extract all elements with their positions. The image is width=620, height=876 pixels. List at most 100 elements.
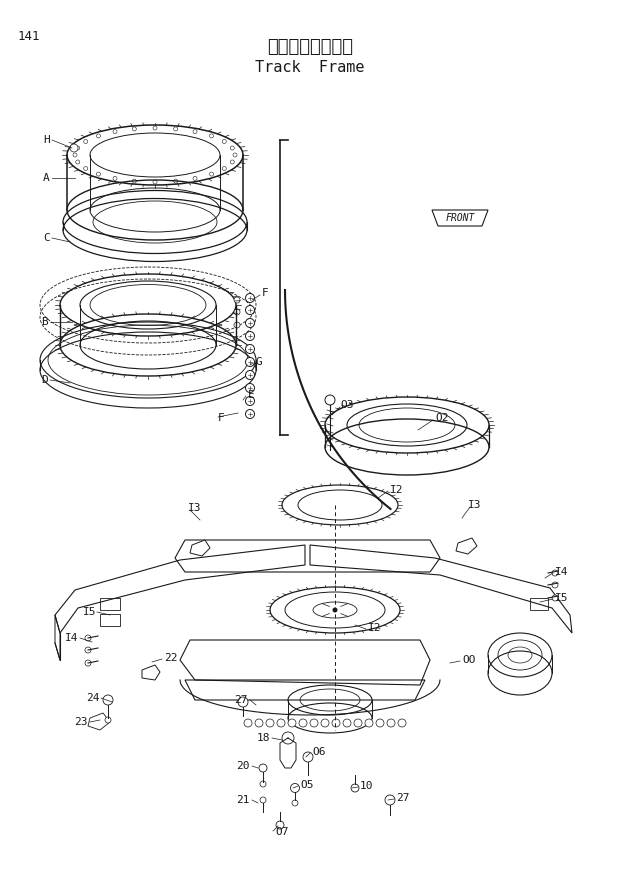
Circle shape [259,764,267,772]
Circle shape [246,409,254,419]
Circle shape [365,719,373,727]
Text: トラックフレーム: トラックフレーム [267,38,353,56]
Text: I2: I2 [390,485,404,495]
Text: O6: O6 [312,747,326,757]
Circle shape [113,176,117,180]
Circle shape [332,719,340,727]
Text: 27: 27 [396,793,409,803]
Circle shape [234,309,240,315]
Text: Track  Frame: Track Frame [255,60,365,75]
Polygon shape [456,538,477,554]
Text: F: F [262,288,268,298]
Circle shape [288,719,296,727]
Circle shape [244,719,252,727]
Circle shape [299,719,307,727]
Circle shape [85,635,91,641]
Text: I5: I5 [555,593,569,603]
Text: C: C [43,233,50,243]
Text: I4: I4 [64,633,78,643]
Text: 20: 20 [236,761,250,771]
Circle shape [246,331,254,341]
Text: 22: 22 [164,653,177,663]
Text: 24: 24 [87,693,100,703]
Circle shape [132,127,136,131]
Circle shape [292,800,298,806]
Text: B: B [42,317,48,327]
Circle shape [246,357,254,366]
Circle shape [223,166,226,171]
Circle shape [260,797,266,803]
Circle shape [97,134,100,138]
Circle shape [210,172,213,176]
Text: I2: I2 [368,623,381,633]
Circle shape [387,719,395,727]
Circle shape [174,179,178,183]
Text: E: E [248,390,255,400]
Circle shape [398,719,406,727]
Circle shape [255,719,263,727]
Circle shape [310,719,318,727]
Text: O3: O3 [340,400,353,410]
Text: 23: 23 [74,717,88,727]
Text: H: H [43,135,50,145]
Circle shape [193,176,197,180]
Bar [530,598,548,610]
Circle shape [76,146,80,150]
Text: I4: I4 [555,567,569,577]
Circle shape [174,127,178,131]
Text: I3: I3 [188,503,202,513]
Circle shape [73,153,77,157]
Circle shape [103,695,113,705]
Circle shape [291,783,299,793]
Circle shape [376,719,384,727]
Circle shape [552,595,558,601]
Circle shape [321,719,329,727]
Text: O5: O5 [300,780,314,790]
Circle shape [113,130,117,134]
Text: D: D [42,375,48,385]
Circle shape [230,146,234,150]
Circle shape [84,139,87,144]
Text: 18: 18 [257,733,270,743]
Circle shape [351,784,359,792]
Circle shape [276,821,284,829]
Circle shape [246,344,254,354]
Text: A: A [43,173,50,183]
Text: FRONT: FRONT [445,213,475,223]
Text: G: G [255,357,262,367]
Circle shape [210,134,213,138]
Circle shape [70,144,78,152]
Circle shape [282,732,294,744]
Text: OO: OO [462,655,476,665]
Circle shape [552,582,558,588]
Circle shape [76,160,80,164]
Circle shape [153,180,157,184]
Circle shape [266,719,274,727]
Circle shape [85,647,91,653]
Polygon shape [432,210,488,226]
Circle shape [552,570,558,576]
Circle shape [246,397,254,406]
Circle shape [303,752,313,762]
Circle shape [238,697,248,707]
Circle shape [105,717,111,723]
Text: O7: O7 [275,827,288,837]
Polygon shape [190,540,210,556]
Circle shape [223,139,226,144]
Circle shape [385,795,395,805]
Text: 141: 141 [18,30,40,43]
Circle shape [354,719,362,727]
Circle shape [260,781,266,787]
Circle shape [153,126,157,130]
Circle shape [132,179,136,183]
Circle shape [246,306,254,314]
Circle shape [246,371,254,379]
Circle shape [246,319,254,328]
Circle shape [277,719,285,727]
Circle shape [193,130,197,134]
Circle shape [85,660,91,666]
Bar [100,598,120,610]
Text: I5: I5 [82,607,96,617]
Circle shape [233,153,237,157]
Circle shape [343,719,351,727]
